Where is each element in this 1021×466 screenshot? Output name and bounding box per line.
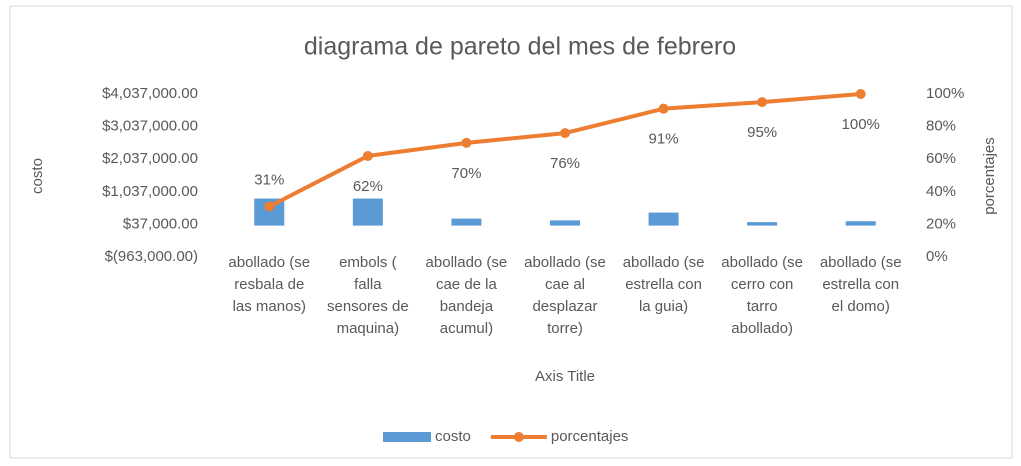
y-tick-label: $(963,000.00) — [105, 248, 198, 265]
legend-marker — [513, 432, 524, 442]
data-label: 31% — [254, 171, 284, 188]
point — [362, 150, 373, 161]
y2-tick-label: 80% — [926, 118, 956, 135]
bar — [550, 220, 580, 226]
chart-border — [9, 5, 1013, 459]
y-tick-label: $4,037,000.00 — [102, 85, 198, 102]
y-tick-label: $37,000.00 — [123, 215, 198, 232]
y-tick-label: $2,037,000.00 — [102, 150, 198, 167]
x-axis-title: Axis Title — [535, 368, 595, 385]
x-tick-label: abollado (se estrella con la guia) — [623, 254, 705, 315]
data-label: 95% — [747, 124, 777, 141]
bar — [648, 212, 679, 226]
y-tick-label: $3,037,000.00 — [102, 118, 198, 135]
chart-title: diagrama de pareto del mes de febrero — [304, 33, 736, 61]
point — [461, 137, 472, 148]
y2-tick-label: 20% — [926, 215, 956, 232]
x-tick-label: abollado (se resbala de las manos) — [228, 254, 310, 315]
legend-label: costo — [435, 428, 471, 445]
point — [855, 89, 866, 99]
point — [658, 103, 669, 114]
y2-tick-label: 0% — [926, 248, 948, 265]
x-tick-label: abollado (se cae de la bandeja acumul) — [426, 254, 508, 337]
bar — [845, 221, 876, 226]
x-tick-label: abollado (se cae al desplazar torre) — [524, 254, 606, 337]
bar — [747, 222, 778, 226]
x-tick-label: embols (falla sensores de maquina) — [327, 254, 409, 337]
y-tick-label: $1,037,000.00 — [102, 183, 198, 200]
point — [560, 128, 570, 139]
y2-axis-title: porcentajes — [981, 137, 998, 215]
point — [264, 201, 275, 212]
x-tick-label: abollado (se cerro con tarro abollado) — [721, 254, 803, 337]
legend-label: porcentajes — [551, 428, 629, 445]
y2-tick-label: 40% — [926, 183, 956, 200]
legend-swatch — [383, 432, 431, 442]
y2-tick-label: 60% — [926, 150, 956, 167]
bar — [451, 218, 482, 226]
data-label: 70% — [451, 165, 481, 182]
data-label: 76% — [550, 155, 580, 172]
y2-tick-label: 100% — [926, 85, 964, 102]
bar — [352, 198, 383, 226]
x-tick-label: abollado (se estrella con el domo) — [820, 254, 902, 315]
point — [757, 97, 768, 108]
data-label: 62% — [353, 178, 383, 195]
y-axis-title: costo — [29, 158, 46, 194]
data-label: 91% — [649, 131, 679, 148]
data-label: 100% — [842, 116, 880, 133]
